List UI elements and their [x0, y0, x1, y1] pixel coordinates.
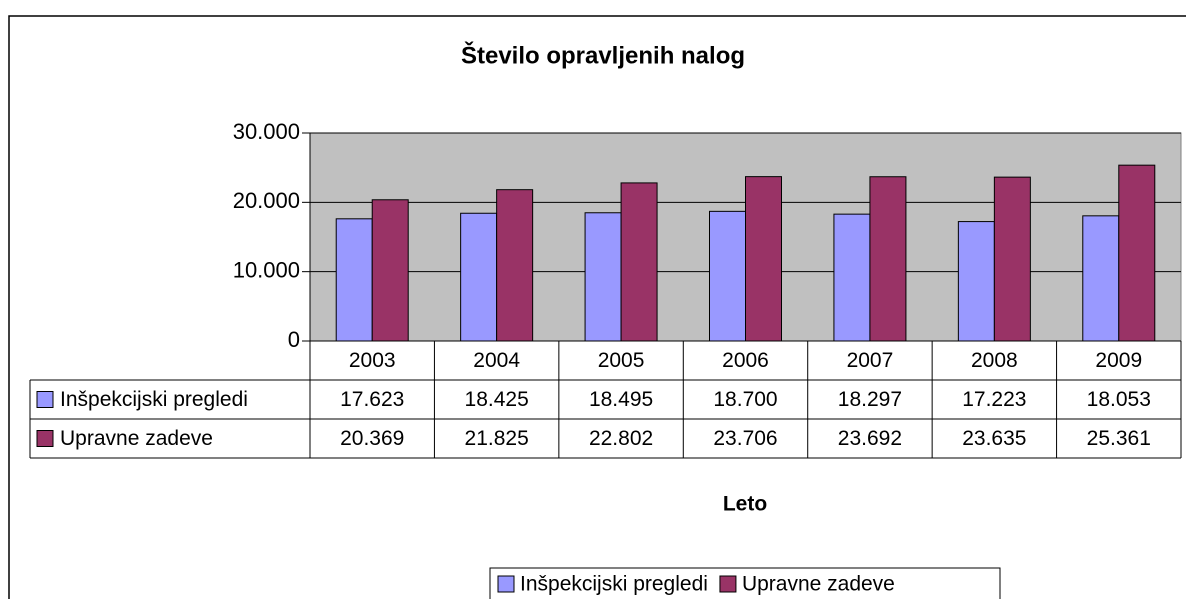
- bar: [620, 182, 658, 342]
- bar: [584, 212, 622, 342]
- table-value: 18.053: [1087, 388, 1151, 411]
- chart-title: Število opravljenih nalog: [461, 41, 745, 69]
- table-value: 18.425: [465, 388, 529, 411]
- table-series-name: Upravne zadeve: [60, 427, 213, 450]
- table-value: 20.369: [340, 427, 404, 450]
- x-axis-label: Leto: [723, 493, 767, 516]
- table-value: 17.223: [962, 388, 1026, 411]
- legend-label: Upravne zadeve: [742, 573, 895, 596]
- table-value: 23.706: [713, 427, 777, 450]
- table-category: 2008: [971, 349, 1018, 372]
- bar: [709, 210, 746, 342]
- table-value: 22.802: [589, 427, 653, 450]
- table-series-name: Inšpekcijski pregledi: [60, 388, 248, 411]
- bar: [335, 218, 373, 342]
- legend-box: [489, 567, 1001, 599]
- bar: [869, 176, 907, 342]
- legend-label: Inšpekcijski pregledi: [520, 573, 708, 596]
- table-value: 17.623: [340, 388, 404, 411]
- bar: [1082, 215, 1120, 342]
- table-value: 21.825: [465, 427, 529, 450]
- bar: [496, 189, 534, 342]
- legend-key: [497, 575, 515, 593]
- bar: [1118, 164, 1156, 342]
- table-category: 2007: [847, 349, 894, 372]
- bar: [371, 199, 409, 342]
- table-value: 23.692: [838, 427, 902, 450]
- y-tick-label: 10.000: [233, 257, 300, 282]
- y-tick-label: 20.000: [233, 188, 300, 213]
- legend-key: [719, 575, 737, 593]
- table-value: 23.635: [962, 427, 1026, 450]
- table-category: 2006: [722, 349, 769, 372]
- bar: [460, 212, 498, 342]
- table-category: 2004: [473, 349, 520, 372]
- y-tick-label: 30.000: [233, 119, 300, 144]
- table-value: 25.361: [1087, 427, 1151, 450]
- table-category: 2005: [598, 349, 645, 372]
- table-category: 2009: [1095, 349, 1142, 372]
- table-legend-key: [36, 430, 54, 447]
- bar: [833, 213, 871, 342]
- bar: [993, 176, 1031, 342]
- bar: [745, 176, 782, 342]
- table-value: 18.495: [589, 388, 653, 411]
- table-value: 18.297: [838, 388, 902, 411]
- table-legend-key: [36, 391, 54, 408]
- bar: [957, 221, 995, 342]
- table-category: 2003: [349, 349, 396, 372]
- table-value: 18.700: [713, 388, 777, 411]
- y-tick-label: 0: [288, 327, 300, 352]
